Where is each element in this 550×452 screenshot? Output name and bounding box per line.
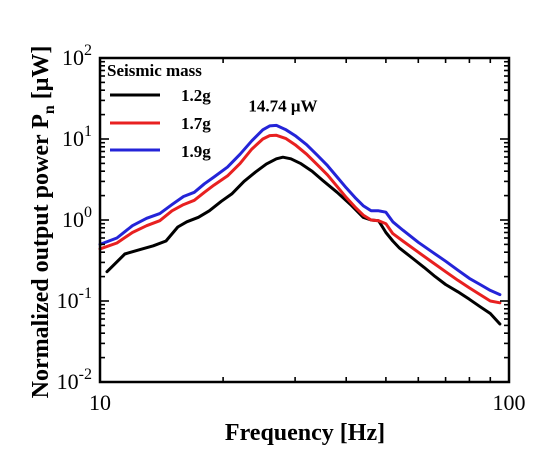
peak-annotation: 14.74 μW <box>248 96 317 115</box>
y-tick-label: 10-2 <box>57 366 92 394</box>
y-tick-label: 102 <box>62 42 92 70</box>
x-tick-label: 10 <box>89 390 111 415</box>
legend-label-2: 1.7g <box>181 114 211 133</box>
ticks-group <box>99 57 510 383</box>
y-axis-title-unit: [μW] <box>28 46 54 106</box>
legend-label-1: 1.2g <box>181 86 211 105</box>
y-tick-label: 100 <box>62 204 92 232</box>
legend-label-3: 1.9g <box>181 142 211 161</box>
series-group <box>98 123 502 326</box>
legend: Seismic mass 1.2g 1.7g 1.9g <box>107 61 211 161</box>
y-tick-label: 101 <box>62 123 92 151</box>
x-tick-label: 100 <box>493 390 526 415</box>
series-line-1 <box>105 155 502 326</box>
y-tick-label: 10-1 <box>57 285 92 313</box>
series-line-2 <box>98 133 502 305</box>
legend-title: Seismic mass <box>107 61 202 80</box>
series-line-3 <box>98 123 502 297</box>
y-axis-title: Normalized output power Pn [μW] <box>28 46 58 399</box>
x-axis-title: Frequency [Hz] <box>225 420 385 446</box>
y-axis-title-main: Normalized output power P <box>28 114 54 398</box>
tick-labels-group: 10 100 10-2 10-1 100 101 102 <box>57 42 526 415</box>
y-axis-title-subscript: n <box>41 105 58 114</box>
